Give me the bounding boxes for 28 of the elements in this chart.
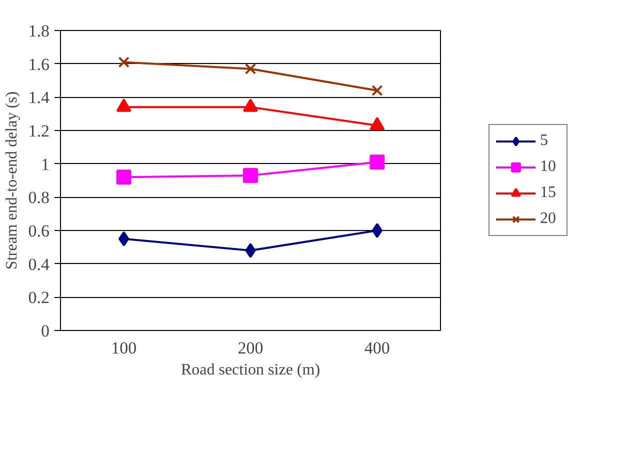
x-axis-title: Road section size (m)	[180, 362, 320, 378]
y-tick-label: 0.4	[28, 254, 50, 274]
point	[118, 56, 130, 68]
point	[116, 170, 132, 185]
point	[372, 84, 383, 96]
legend-label: 20	[540, 210, 557, 228]
y-tick-label: 1.4	[28, 88, 50, 108]
legend-label: 10	[540, 158, 557, 176]
y-tick-label: 0	[41, 322, 50, 340]
y-tick-label: 1.2	[28, 122, 50, 140]
point	[243, 168, 258, 183]
point	[244, 63, 256, 74]
x-tick-label: 100	[111, 338, 137, 358]
point	[245, 243, 256, 258]
point	[372, 223, 382, 238]
y-tick-label: 0.8	[28, 188, 50, 208]
y-tick-label: 0.6	[28, 222, 50, 240]
y-tick-label: 1.6	[28, 54, 50, 74]
y-tick-label: 0.2	[28, 288, 50, 308]
y-tick-label: 1	[41, 154, 50, 174]
x-tick-label: 200	[238, 338, 264, 358]
y-axis-title: Stream end-to-end delay (s)	[3, 91, 20, 270]
legend-label: 5	[540, 132, 549, 150]
point	[370, 154, 385, 170]
legend-label: 15	[540, 184, 557, 202]
x-tick-label: 400	[364, 338, 390, 358]
point	[118, 231, 130, 246]
y-tick-label: 1.8	[28, 22, 50, 40]
